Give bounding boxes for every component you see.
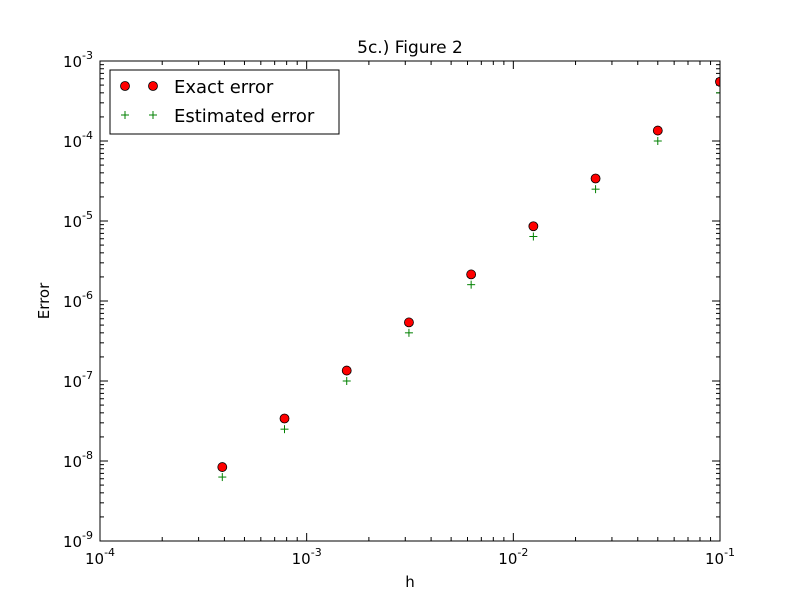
- estimated-error-point: [467, 280, 476, 289]
- chart-title: 5c.) Figure 2: [357, 38, 463, 58]
- plot-area-frame: [99, 60, 721, 542]
- x-tick-label: 10-3: [292, 546, 322, 568]
- x-tick-label: 10-4: [85, 546, 115, 568]
- legend-exact-marker: [120, 81, 130, 91]
- estimated-error-point: [218, 473, 227, 482]
- exact-error-point: [341, 365, 352, 376]
- y-tick-label: 10-9: [63, 529, 93, 551]
- legend-label: Exact error: [174, 77, 274, 98]
- x-axis-label: h: [405, 573, 415, 591]
- axis-ticks: 10-4 10-3 10-2 10-1 10-9 10-8 10-7 10-6 10-5 10-4…: [63, 49, 735, 568]
- exact-error-point: [528, 221, 539, 232]
- y-tick-label: 10-5: [63, 209, 93, 231]
- legend: Exact error Estimated error: [109, 69, 340, 135]
- exact-error-point: [404, 317, 414, 328]
- y-axis-label: Error: [35, 282, 53, 319]
- x-tick-label: 10-2: [498, 546, 528, 568]
- y-tick-label: 10-7: [63, 369, 93, 391]
- y-tick-label: 10-4: [63, 129, 93, 151]
- exact-error-point: [715, 76, 720, 87]
- x-tick-label: 10-1: [705, 546, 735, 568]
- estimated-error-point: [591, 185, 600, 194]
- y-tick-label: 10-6: [63, 289, 93, 311]
- estimated-error-point: [404, 328, 413, 337]
- y-tick-label: 10-8: [63, 449, 93, 471]
- legend-label: Estimated error: [174, 106, 315, 127]
- estimated-error-point: [280, 425, 289, 434]
- exact-error-point: [466, 269, 477, 280]
- legend-box: [109, 69, 340, 135]
- legend-estimated-marker: [121, 111, 129, 119]
- data-marks: [217, 76, 720, 482]
- legend-exact-marker: [148, 81, 158, 91]
- exact-error-point: [279, 413, 290, 424]
- exact-error-point: [590, 173, 601, 184]
- y-tick-label: 10-3: [63, 49, 93, 71]
- exact-error-point: [217, 462, 228, 472]
- estimated-error-point: [529, 232, 538, 241]
- estimated-error-point: [342, 377, 351, 385]
- legend-estimated-marker: [149, 111, 157, 119]
- estimated-error-point: [716, 88, 720, 97]
- exact-error-point: [652, 125, 663, 136]
- estimated-error-point: [653, 137, 662, 145]
